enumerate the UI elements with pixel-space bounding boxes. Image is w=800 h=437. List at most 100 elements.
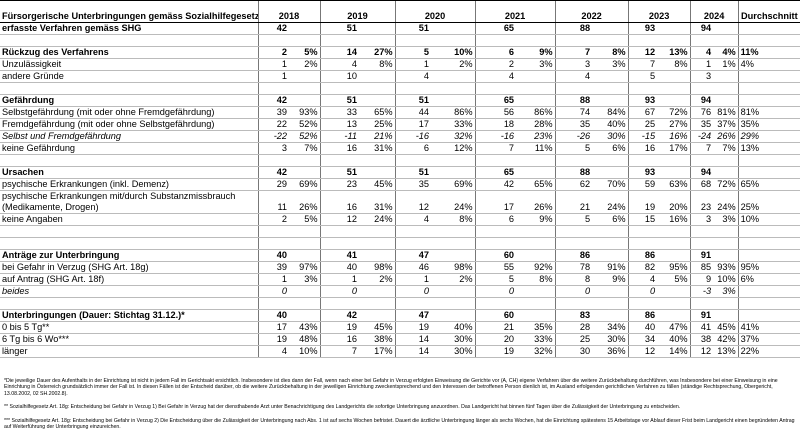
percent-cell: 91% [593, 261, 629, 274]
spacer-cell [554, 297, 629, 310]
percent-cell [517, 249, 556, 262]
count-cell: 1 [257, 58, 290, 71]
count-cell: 51 [319, 166, 361, 179]
spacer-cell [737, 154, 800, 167]
percent-cell: 5% [290, 213, 321, 226]
percent-cell: 37% [714, 118, 739, 131]
row-label: länger [0, 345, 258, 358]
count-cell: 3 [689, 213, 715, 226]
percent-cell: 14% [658, 345, 691, 358]
percent-cell: 27% [360, 46, 396, 59]
count-cell: 76 [689, 106, 715, 119]
spacer-cell [0, 82, 258, 95]
spacer-cell [689, 225, 739, 238]
count-cell: 51 [319, 22, 361, 35]
count-cell: 20 [474, 333, 518, 346]
count-cell: 94 [689, 166, 715, 179]
count-cell: 8 [554, 273, 594, 286]
percent-cell [432, 70, 476, 83]
count-cell: 4 [394, 70, 433, 83]
percent-cell: 33% [517, 333, 556, 346]
spacer-cell [394, 297, 476, 310]
count-cell: 35 [689, 118, 715, 131]
spacer-cell [257, 297, 321, 310]
count-cell: 56 [474, 106, 518, 119]
count-cell: 42 [257, 166, 290, 179]
average-cell [737, 249, 800, 262]
row-label: keine Angaben [0, 213, 258, 226]
count-cell: 3 [554, 58, 594, 71]
percent-cell: 26% [714, 130, 739, 143]
count-cell: 4 [627, 273, 659, 286]
percent-cell: 33% [432, 118, 476, 131]
percent-cell: 3% [517, 58, 556, 71]
count-cell: 33 [319, 106, 361, 119]
count-cell: 41 [319, 249, 361, 262]
count-cell: 51 [319, 94, 361, 107]
count-cell: 82 [627, 261, 659, 274]
percent-cell: 16% [658, 130, 691, 143]
spacer-cell [0, 225, 258, 238]
percent-cell [517, 166, 556, 179]
count-cell: 86 [627, 309, 659, 322]
percent-cell [360, 309, 396, 322]
data-table: Fürsorgerische Unterbringungen gemäss So… [0, 0, 800, 358]
percent-cell: 8% [593, 46, 629, 59]
percent-cell [658, 166, 691, 179]
count-cell: 2 [257, 213, 290, 226]
count-cell: 46 [394, 261, 433, 274]
count-cell: 12 [627, 46, 659, 59]
percent-cell [517, 309, 556, 322]
percent-cell: 72% [658, 106, 691, 119]
percent-cell: 9% [517, 46, 556, 59]
spacer-cell [394, 237, 476, 250]
header-year: 2021 [474, 0, 556, 23]
average-cell [737, 285, 800, 298]
count-cell: 39 [257, 261, 290, 274]
count-cell: 1 [257, 273, 290, 286]
count-cell: 12 [319, 213, 361, 226]
percent-cell [360, 166, 396, 179]
count-cell: 11 [257, 190, 290, 214]
percent-cell: 13% [714, 345, 739, 358]
count-cell: 4 [394, 213, 433, 226]
percent-cell: 28% [517, 118, 556, 131]
percent-cell: 3% [714, 213, 739, 226]
percent-cell: 8% [658, 58, 691, 71]
percent-cell [432, 285, 476, 298]
percent-cell: 65% [360, 106, 396, 119]
row-label: erfasste Verfahren gemäss SHG [0, 22, 258, 35]
percent-cell [432, 166, 476, 179]
percent-cell: 12% [432, 142, 476, 155]
spacer-cell [257, 237, 321, 250]
count-cell: 47 [394, 249, 433, 262]
percent-cell [658, 22, 691, 35]
percent-cell: 2% [432, 58, 476, 71]
count-cell: 16 [319, 190, 361, 214]
percent-cell: 32% [432, 130, 476, 143]
spacer-cell [319, 225, 396, 238]
count-cell: 16 [319, 333, 361, 346]
row-label: psychische Erkrankungen (inkl. Demenz) [0, 178, 258, 191]
row-label: 0 bis 5 Tg** [0, 321, 258, 334]
table-row: Unzulässigkeit 1 2% 4 8% 1 2% 2 3% 3 3% 7 8% 1 1% 4% [0, 58, 800, 71]
percent-cell: 16% [658, 213, 691, 226]
count-cell: 2 [474, 58, 518, 71]
percent-cell: 95% [658, 261, 691, 274]
percent-cell: 52% [290, 118, 321, 131]
count-cell: 15 [627, 213, 659, 226]
percent-cell: 23% [517, 130, 556, 143]
percent-cell: 10% [714, 273, 739, 286]
row-label: beides [0, 285, 258, 298]
header-row: Fürsorgerische Unterbringungen gemäss So… [0, 0, 800, 23]
percent-cell: 13% [658, 46, 691, 59]
header-year: 2023 [627, 0, 691, 23]
spacer-cell [257, 154, 321, 167]
percent-cell: 43% [290, 321, 321, 334]
percent-cell: 9% [517, 213, 556, 226]
count-cell: 88 [554, 22, 594, 35]
count-cell: 93 [627, 166, 659, 179]
table-row: bei Gefahr in Verzug (SHG Art. 18g) 39 97%… [0, 261, 800, 274]
table-row: erfasste Verfahren gemäss SHG 42 51 51 65 88 9… [0, 22, 800, 35]
count-cell: 19 [394, 321, 433, 334]
